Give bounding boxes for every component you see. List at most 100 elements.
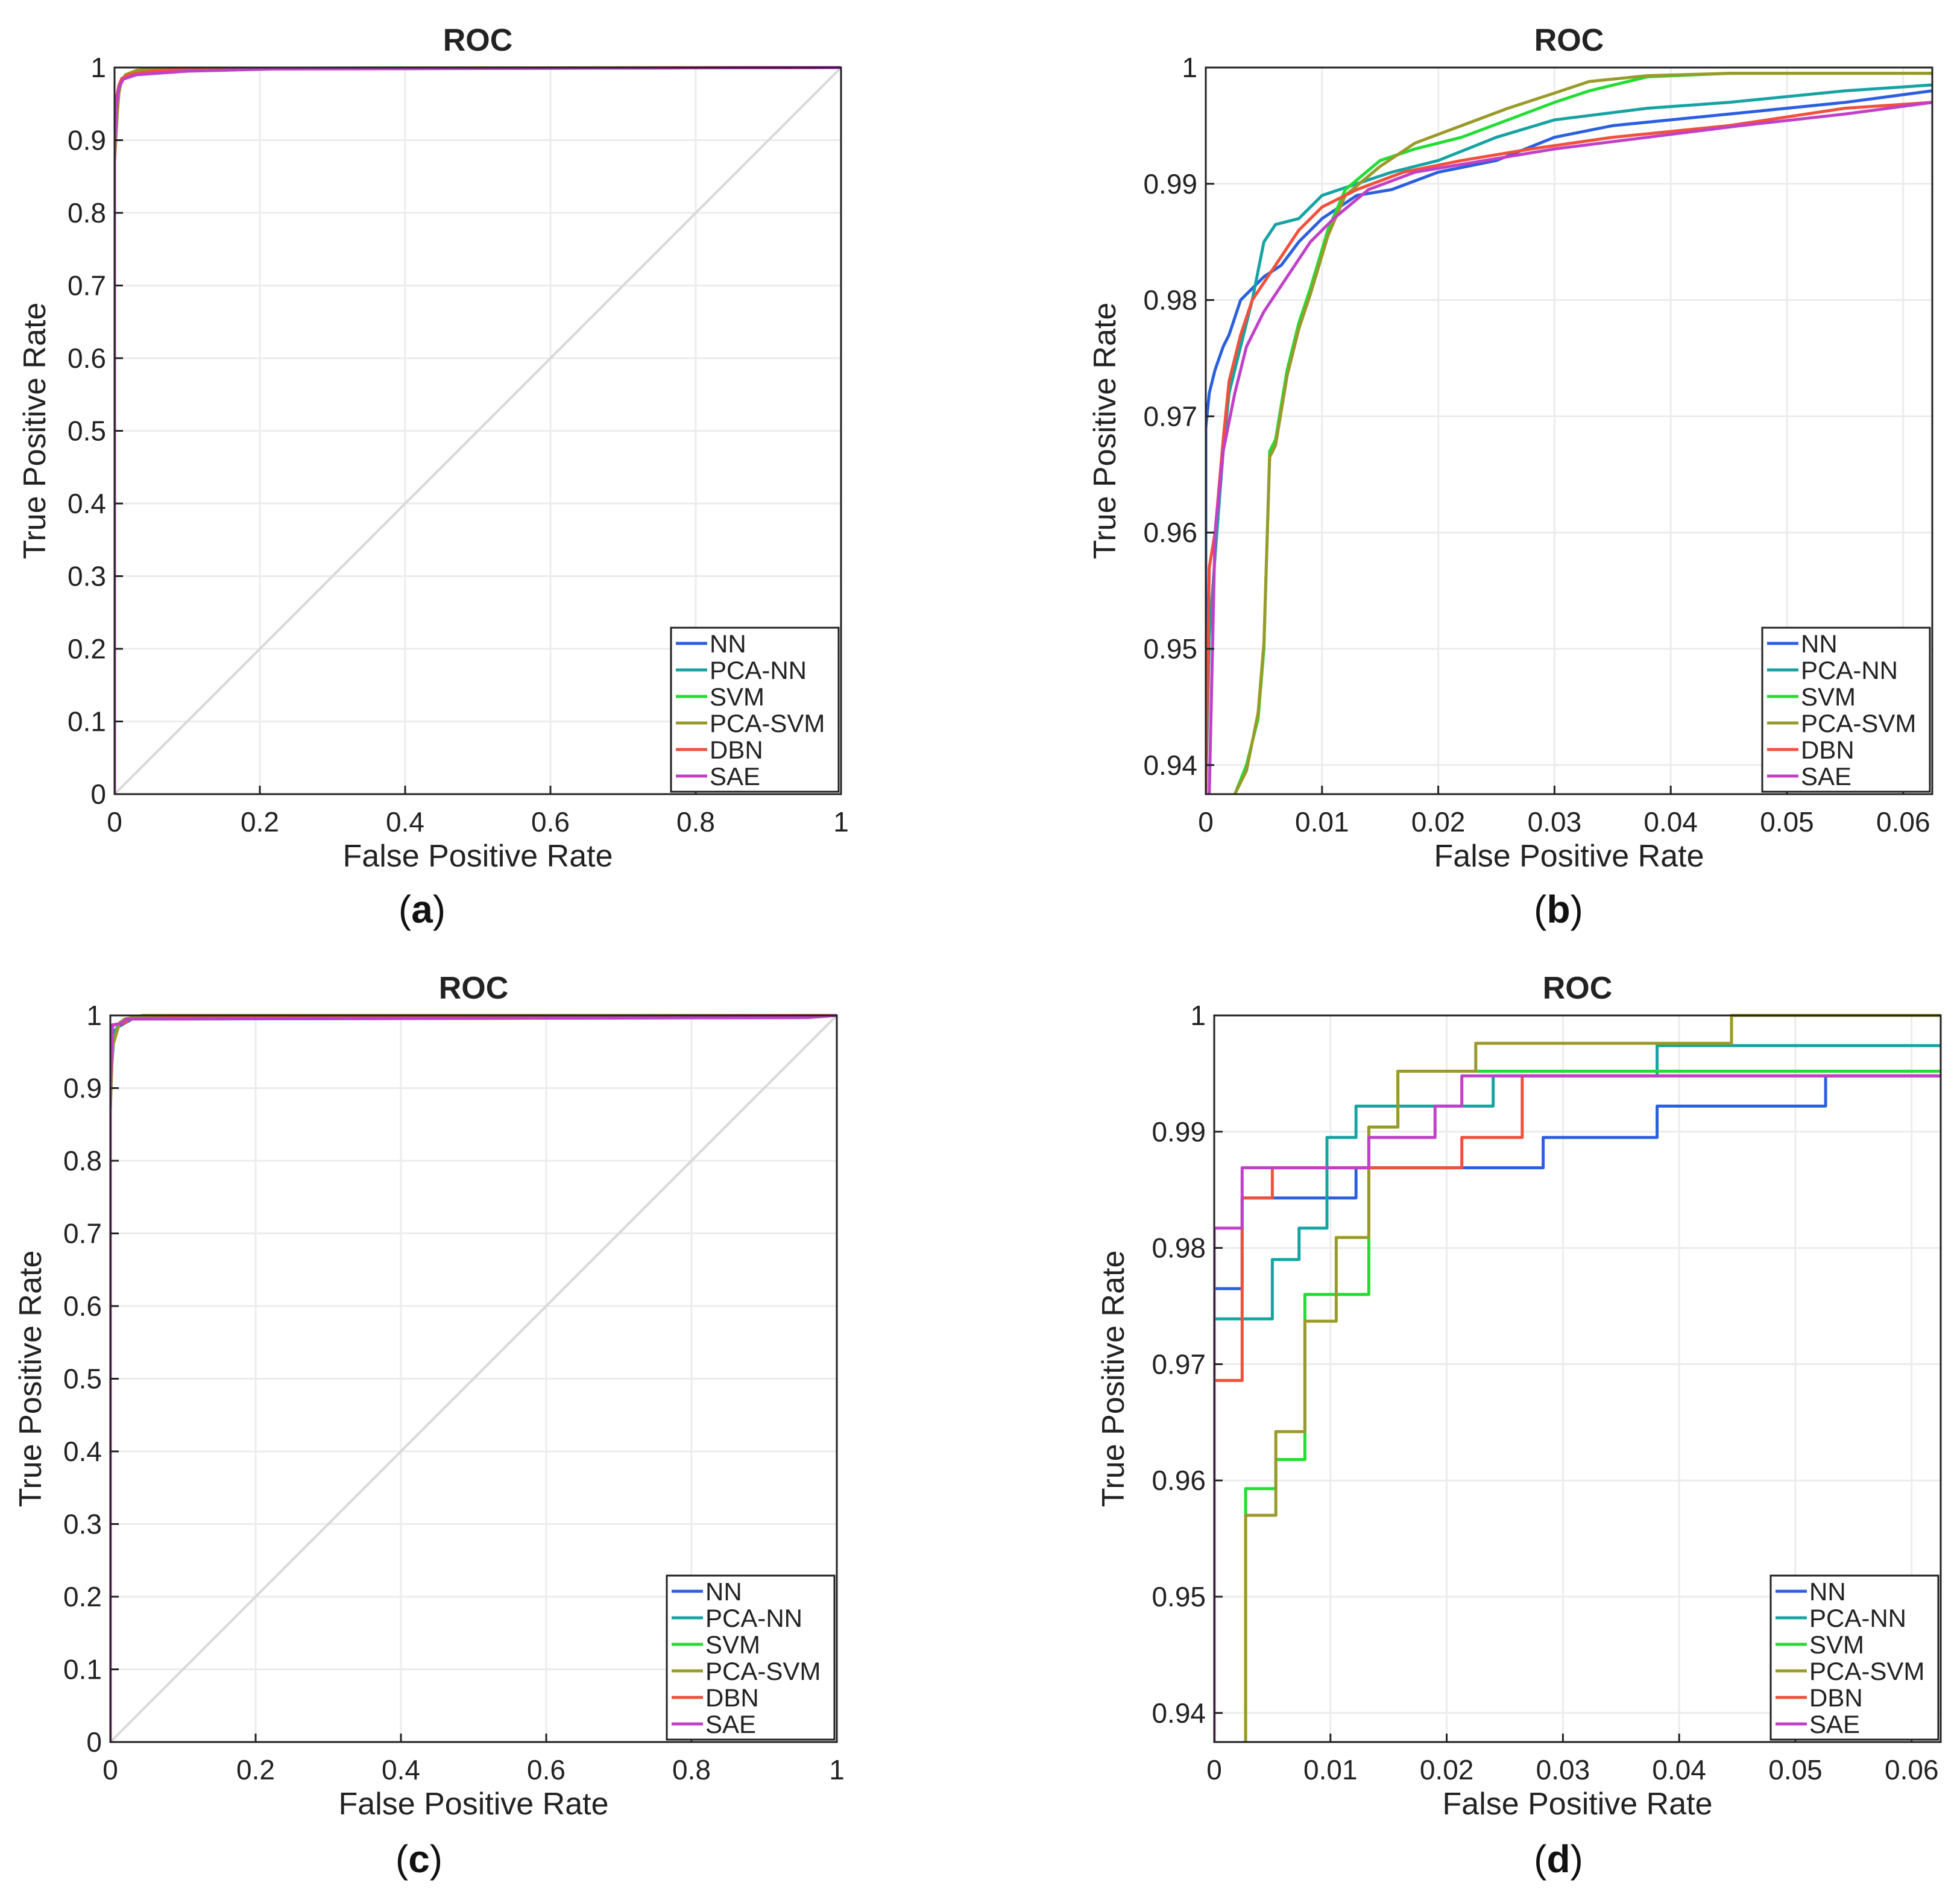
y-tick-label: 0.99: [1152, 1116, 1206, 1147]
y-tick-label: 0.94: [1143, 750, 1197, 781]
legend-label-pca-svm: PCA-SVM: [710, 709, 825, 737]
y-tick-label: 1: [1190, 1000, 1206, 1031]
legend-label-svm: SVM: [705, 1630, 760, 1659]
legend-label-pca-nn: PCA-NN: [1801, 656, 1898, 684]
x-tick-label: 0.06: [1876, 806, 1930, 838]
chart-title: ROC: [443, 23, 513, 58]
legend-label-svm: SVM: [1801, 683, 1856, 711]
legend-box: [666, 1574, 836, 1741]
legend-label-nn: NN: [1809, 1577, 1846, 1606]
y-tick-label: 0.95: [1152, 1581, 1206, 1612]
x-tick-label: 0.05: [1760, 806, 1814, 838]
chart-title: ROC: [439, 971, 509, 1006]
legend-box: [1761, 626, 1931, 793]
x-tick-label: 0: [1206, 1754, 1222, 1785]
legend-label-pca-svm: PCA-SVM: [1801, 709, 1916, 737]
x-tick-label: 0.4: [382, 1754, 420, 1785]
panel-caption-d: (d): [1534, 1837, 1583, 1881]
y-tick-label: 0.4: [63, 1436, 102, 1467]
x-tick-label: 0.6: [527, 1754, 566, 1785]
y-axis-label: True Positive Rate: [1088, 303, 1123, 560]
legend-label-pca-svm: PCA-SVM: [1809, 1657, 1924, 1685]
x-tick-label: 0.03: [1528, 806, 1582, 838]
y-tick-label: 0.6: [68, 342, 106, 374]
x-tick-label: 0.04: [1652, 1754, 1706, 1785]
y-tick-label: 0.5: [63, 1363, 102, 1395]
panel-d: 0 0.01 0.02 0.03 0.04 0.05 0.06 0.94 0.95 0.96 0.9…: [1096, 971, 1942, 1881]
x-tick-label: 1: [829, 1754, 845, 1785]
legend-label-nn: NN: [710, 630, 746, 658]
axes-frame: [1213, 1014, 1942, 1743]
x-tick-label: 0.02: [1420, 1754, 1474, 1785]
x-axis-label: False Positive Rate: [343, 839, 613, 874]
legend-box: [1769, 1574, 1940, 1741]
y-axis-label: True Positive Rate: [13, 1251, 48, 1507]
legend-label-pca-svm: PCA-SVM: [705, 1657, 821, 1685]
roc-curve-sae: [1214, 1074, 1941, 1742]
panel-b: 0 0.01 0.02 0.03 0.04 0.05 0.06 0.94 0.95 0.96 0.9…: [1088, 23, 1933, 931]
x-tick-label: 0.01: [1303, 1754, 1358, 1785]
y-tick-label: 0.9: [63, 1073, 102, 1104]
y-tick-label: 0.8: [63, 1145, 102, 1176]
y-tick-label: 0.2: [68, 633, 106, 664]
legend-label-svm: SVM: [710, 683, 764, 711]
x-axis-label: False Positive Rate: [1443, 1787, 1713, 1822]
x-tick-label: 0: [107, 806, 122, 838]
legend-box: [670, 626, 840, 793]
x-tick-label: 0.8: [676, 806, 715, 838]
x-tick-label: 0: [1198, 806, 1214, 838]
y-tick-label: 0.96: [1143, 517, 1197, 548]
y-tick-label: 0.94: [1152, 1697, 1206, 1729]
axes-frame: [1205, 66, 1933, 795]
panel-c: 0 0.2 0.4 0.6 0.8 1 0 0.1 0.2 0.3 0.4 0.5 0.6 0.7 0.8 0…: [13, 971, 845, 1881]
y-tick-label: 0.8: [68, 197, 106, 229]
y-tick-label: 0.98: [1152, 1232, 1206, 1264]
y-tick-label: 0.6: [63, 1290, 102, 1322]
y-tick-label: 0.9: [68, 125, 106, 156]
legend-label-pca-nn: PCA-NN: [1809, 1604, 1906, 1632]
x-tick-label: 0.2: [236, 1754, 275, 1785]
y-tick-label: 0.95: [1143, 633, 1197, 664]
x-tick-label: 0.02: [1411, 806, 1466, 838]
x-tick-label: 0.2: [241, 806, 279, 838]
y-tick-label: 0: [90, 778, 106, 810]
x-tick-label: 0.03: [1536, 1754, 1590, 1785]
panel-caption-c: (c): [395, 1837, 443, 1881]
y-tick-label: 0.97: [1152, 1348, 1206, 1380]
x-axis-label: False Positive Rate: [339, 1787, 609, 1822]
x-tick-label: 0.8: [672, 1754, 711, 1785]
x-tick-label: 0: [102, 1754, 118, 1785]
legend-label-nn: NN: [1801, 630, 1838, 658]
y-tick-label: 0.1: [63, 1654, 102, 1685]
y-tick-label: 0.97: [1143, 400, 1197, 432]
legend-label-sae: SAE: [1809, 1710, 1860, 1738]
chart-title: ROC: [1543, 971, 1613, 1006]
panel-caption-b: (b): [1534, 888, 1583, 931]
panel-a: 0 0.2 0.4 0.6 0.8 1 0 0.1 0.2 0.3 0.4 0.5 0.6 0.7 0.8 0…: [17, 23, 849, 931]
y-axis-label: True Positive Rate: [17, 303, 52, 560]
y-tick-label: 0.96: [1152, 1465, 1206, 1496]
x-tick-label: 0.6: [531, 806, 570, 838]
y-tick-label: 0.7: [63, 1218, 102, 1249]
legend-label-pca-nn: PCA-NN: [705, 1604, 802, 1632]
y-tick-label: 0.99: [1143, 168, 1197, 200]
chance-diagonal: [109, 1014, 838, 1743]
y-axis-label: True Positive Rate: [1096, 1251, 1131, 1507]
legend-label-svm: SVM: [1809, 1630, 1864, 1659]
legend-label-sae: SAE: [1801, 762, 1851, 791]
y-tick-label: 0.7: [68, 270, 106, 301]
legend-label-dbn: DBN: [1801, 736, 1854, 764]
y-tick-label: 0.3: [68, 561, 106, 592]
y-tick-label: 0.2: [63, 1581, 102, 1612]
legend-label-dbn: DBN: [1809, 1684, 1863, 1712]
x-tick-label: 1: [833, 806, 849, 838]
x-tick-label: 0.01: [1295, 806, 1349, 838]
legend-label-pca-nn: PCA-NN: [710, 656, 807, 684]
y-tick-label: 1: [90, 52, 106, 83]
x-axis-label: False Positive Rate: [1434, 839, 1704, 874]
x-tick-label: 0.06: [1885, 1754, 1939, 1785]
